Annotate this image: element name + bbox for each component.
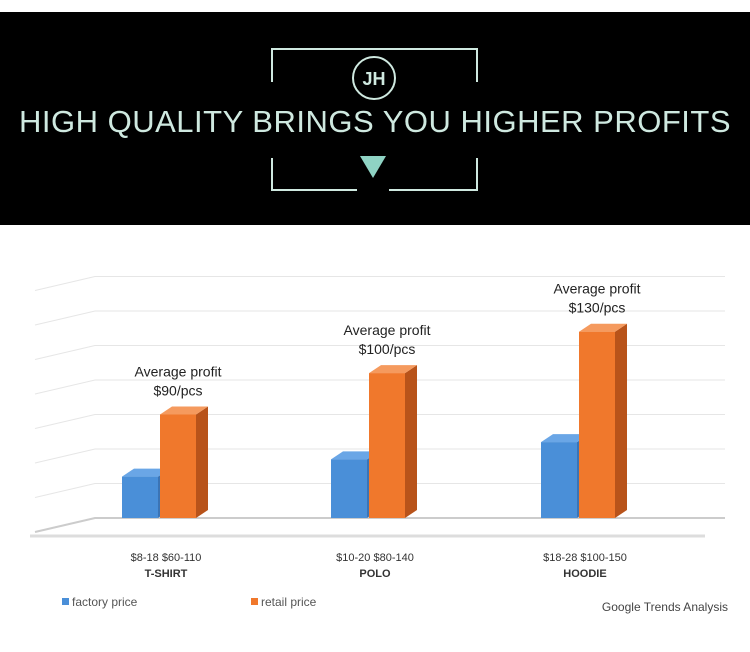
- bar-top: [122, 468, 170, 477]
- bar-retail-price-hoodie: [579, 323, 627, 518]
- bar-front: [369, 373, 405, 518]
- logo: JH: [362, 69, 385, 89]
- gridline: [34, 414, 725, 429]
- bar-top: [579, 323, 627, 332]
- price-range-label: $8-18 $60-110: [131, 552, 202, 564]
- bar-top: [160, 406, 208, 415]
- bar-side: [615, 323, 627, 518]
- annotation-line2: $90/pcs: [153, 383, 202, 399]
- bar-top: [541, 434, 589, 443]
- legend-label: retail price: [261, 595, 317, 609]
- gridline: [34, 310, 725, 326]
- gridline: [34, 483, 725, 498]
- annotation-line2: $100/pcs: [359, 341, 416, 357]
- header-banner: JH HIGH QUALITY BRINGS YOU HIGHER PROFIT…: [0, 12, 750, 225]
- price-range-label: $18-28 $100-150: [543, 552, 627, 564]
- bar-top: [331, 451, 379, 460]
- bar-chart: Average profit $90/pcs $8-18 $60-110 T-SHIR…: [30, 276, 728, 614]
- bar-front: [160, 414, 196, 518]
- bar-front: [541, 442, 577, 518]
- annotation-line1: Average profit: [344, 322, 431, 338]
- price-range-label: $10-20 $80-140: [336, 552, 414, 564]
- annotation-line1: Average profit: [135, 364, 222, 380]
- gridline: [34, 276, 725, 291]
- bar-front: [579, 331, 615, 518]
- source-label: Google Trends Analysis: [602, 600, 728, 614]
- banner-title: HIGH QUALITY BRINGS YOU HIGHER PROFITS: [18, 104, 732, 139]
- legend-swatch: [62, 598, 69, 605]
- legend-swatch: [251, 598, 258, 605]
- banner-frame: JH: [271, 48, 478, 191]
- bar-side: [196, 406, 208, 518]
- bar-retail-price-t-shirt: [160, 406, 208, 518]
- annotation-line1: Average profit: [554, 281, 641, 297]
- bar-front: [331, 459, 367, 518]
- category-label: POLO: [359, 568, 391, 580]
- bar-side: [405, 365, 417, 518]
- bar-top: [369, 365, 417, 374]
- category-label: HOODIE: [563, 568, 606, 580]
- bar-front: [122, 476, 158, 518]
- gridline: [34, 345, 725, 360]
- gridline: [34, 448, 725, 464]
- gridline: [34, 517, 725, 533]
- gridline: [34, 379, 725, 395]
- annotation-line2: $130/pcs: [569, 300, 626, 316]
- down-triangle-icon: [360, 156, 386, 178]
- category-label: T-SHIRT: [145, 568, 188, 580]
- legend-label: factory price: [72, 595, 138, 609]
- bar-retail-price-polo: [369, 365, 417, 518]
